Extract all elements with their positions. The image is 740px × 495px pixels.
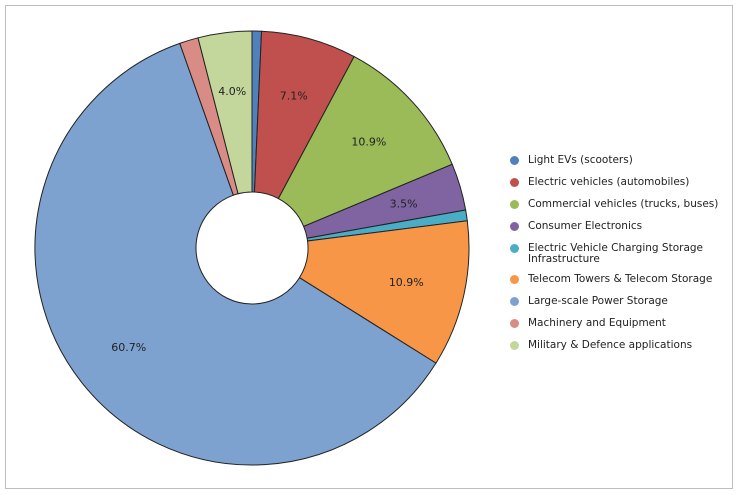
legend-swatch bbox=[510, 222, 519, 231]
legend-label: Telecom Towers & Telecom Storage bbox=[528, 273, 713, 285]
slice-value-label: 60.7% bbox=[111, 341, 146, 354]
legend-item: Commercial vehicles (trucks, buses) bbox=[510, 199, 735, 210]
legend-item: Telecom Towers & Telecom Storage bbox=[510, 274, 735, 285]
pie-slice bbox=[298, 220, 470, 364]
legend-swatch bbox=[510, 156, 519, 165]
slice-value-label: 3.5% bbox=[390, 197, 418, 210]
donut-chart: 7.1% 10.9% 3.5% 10.9% 60.7% 4.0% bbox=[34, 30, 470, 466]
pie-slice bbox=[277, 55, 453, 228]
legend-swatch bbox=[510, 297, 519, 306]
legend-item: Military & Defence applications bbox=[510, 340, 735, 351]
pie-slice bbox=[197, 30, 253, 195]
legend-item: Consumer Electronics bbox=[510, 221, 735, 232]
legend-label: Machinery and Equipment bbox=[528, 317, 666, 329]
legend-swatch bbox=[510, 319, 519, 328]
legend-item: Light EVs (scooters) bbox=[510, 155, 735, 166]
slice-value-label: 7.1% bbox=[280, 90, 308, 103]
legend-label: Electric vehicles (automobiles) bbox=[528, 176, 690, 188]
legend-label: Light EVs (scooters) bbox=[528, 154, 633, 166]
legend-label: Commercial vehicles (trucks, buses) bbox=[528, 198, 719, 210]
legend-label: Military & Defence applications bbox=[528, 339, 693, 351]
legend-swatch bbox=[510, 341, 519, 350]
legend-swatch bbox=[510, 275, 519, 284]
chart-frame: 7.1% 10.9% 3.5% 10.9% 60.7% 4.0% Light EVs (s… bbox=[5, 5, 733, 489]
legend-item: Machinery and Equipment bbox=[510, 318, 735, 329]
legend: Light EVs (scooters) Electric vehicles (… bbox=[510, 155, 735, 362]
legend-swatch bbox=[510, 178, 519, 187]
legend-label: Electric Vehicle Charging Storage Infras… bbox=[528, 242, 704, 265]
legend-item: Electric vehicles (automobiles) bbox=[510, 177, 735, 188]
slice-value-label: 10.9% bbox=[351, 136, 386, 149]
slice-value-label: 4.0% bbox=[218, 85, 246, 98]
legend-label: Large-scale Power Storage bbox=[528, 295, 668, 307]
legend-swatch bbox=[510, 244, 519, 253]
legend-item: Electric Vehicle Charging Storage Infras… bbox=[510, 243, 735, 265]
legend-label: Consumer Electronics bbox=[528, 220, 643, 232]
legend-item: Large-scale Power Storage bbox=[510, 296, 735, 307]
legend-swatch bbox=[510, 200, 519, 209]
slice-value-label: 10.9% bbox=[389, 276, 424, 289]
pie-slice bbox=[34, 42, 437, 466]
